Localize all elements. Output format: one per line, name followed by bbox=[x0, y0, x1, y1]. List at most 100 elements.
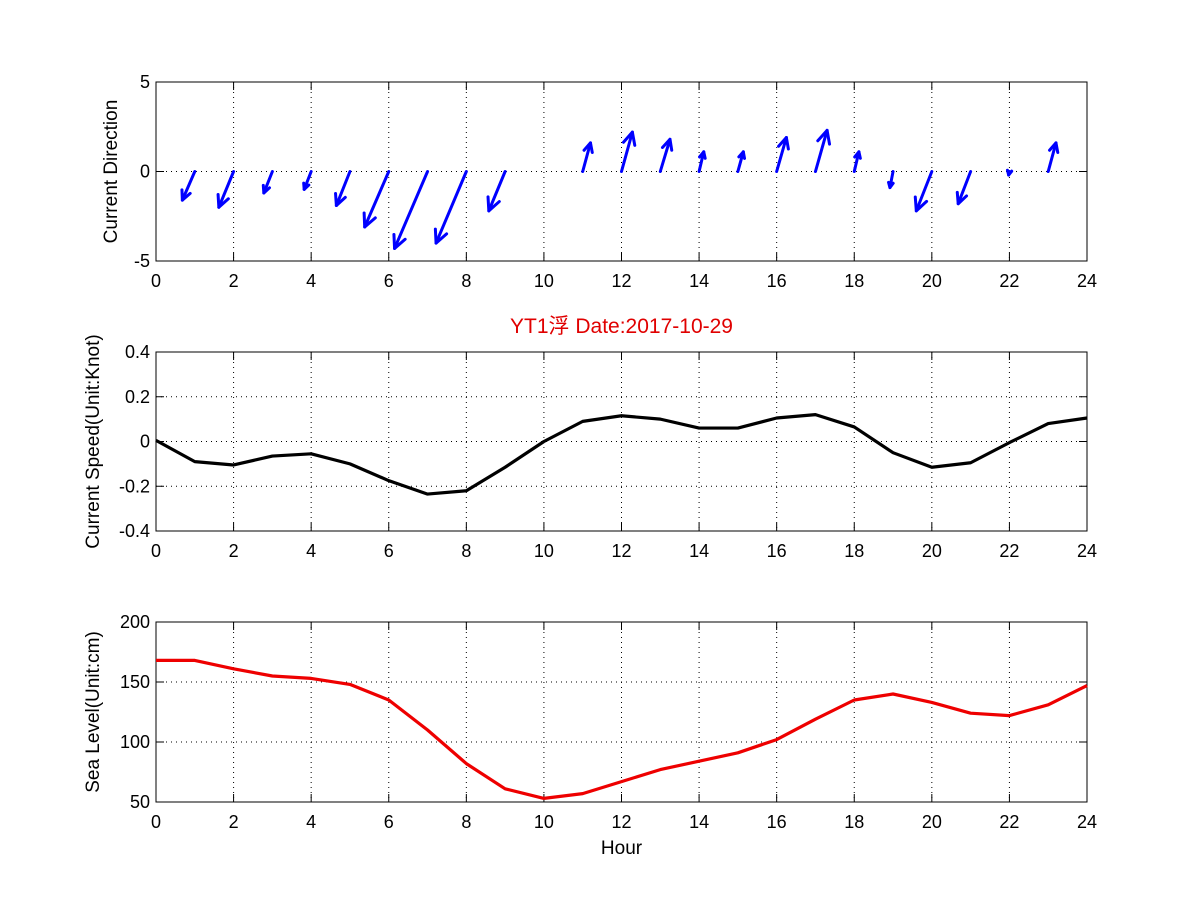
x-tick-label: 12 bbox=[611, 271, 631, 291]
y-axis-label: Sea Level(Unit:cm) bbox=[83, 631, 104, 793]
arrow-head bbox=[913, 195, 929, 213]
x-tick-label: 6 bbox=[384, 271, 394, 291]
x-tick-label: 10 bbox=[534, 541, 554, 561]
x-tick-label: 8 bbox=[461, 541, 471, 561]
arrow-shaft bbox=[813, 128, 829, 173]
x-tick-label: 10 bbox=[534, 812, 554, 832]
x-tick-label: 4 bbox=[306, 271, 316, 291]
arrow-shaft bbox=[393, 170, 430, 250]
arrow-shaft bbox=[262, 170, 274, 195]
y-tick-label: 150 bbox=[120, 672, 150, 692]
x-tick-label: 18 bbox=[844, 541, 864, 561]
y-tick-label: 200 bbox=[120, 612, 150, 632]
y-tick-label: 0 bbox=[140, 162, 150, 182]
x-tick-label: 0 bbox=[151, 271, 161, 291]
direction-arrow bbox=[697, 150, 707, 173]
current-speed-line bbox=[155, 413, 1088, 496]
x-tick-label: 8 bbox=[461, 271, 471, 291]
x-tick-label: 22 bbox=[999, 541, 1019, 561]
y-tick-label: 0.4 bbox=[125, 342, 150, 362]
x-tick-label: 6 bbox=[384, 812, 394, 832]
x-tick-label: 8 bbox=[461, 812, 471, 832]
direction-arrow bbox=[1005, 168, 1014, 177]
direction-arrow bbox=[852, 150, 862, 173]
current-speed-panel: 0 2 4 6 8 10 12 14 16 18 20 22 24-0.4-0.200.20.4Curr… bbox=[83, 315, 1097, 561]
direction-arrow bbox=[362, 170, 391, 229]
x-tick-label: 24 bbox=[1077, 541, 1097, 561]
x-tick-label: 18 bbox=[844, 812, 864, 832]
x-tick-label: 0 bbox=[151, 812, 161, 832]
arrow-head bbox=[392, 232, 407, 250]
x-tick-label: 10 bbox=[534, 271, 554, 291]
arrow-head bbox=[180, 188, 192, 202]
direction-arrow bbox=[736, 150, 747, 173]
x-tick-label: 12 bbox=[611, 541, 631, 561]
direction-arrow bbox=[887, 170, 895, 190]
y-tick-label: 100 bbox=[120, 732, 150, 752]
chart-title: YT1浮 Date:2017-10-29 bbox=[510, 315, 733, 338]
arrow-head bbox=[737, 150, 747, 160]
x-tick-label: 16 bbox=[767, 541, 787, 561]
x-tick-label: 14 bbox=[689, 541, 709, 561]
arrow-shaft bbox=[914, 170, 934, 213]
arrow-head bbox=[433, 227, 449, 245]
y-axis-label: Current Speed(Unit:Knot) bbox=[83, 334, 104, 548]
x-tick-label: 4 bbox=[306, 541, 316, 561]
arrow-head bbox=[1048, 141, 1060, 154]
x-tick-label: 12 bbox=[611, 812, 631, 832]
x-tick-label: 2 bbox=[229, 812, 239, 832]
arrow-shaft bbox=[434, 170, 468, 245]
x-tick-label: 14 bbox=[689, 271, 709, 291]
x-tick-label: 20 bbox=[922, 541, 942, 561]
x-tick-label: 18 bbox=[844, 271, 864, 291]
arrow-head bbox=[216, 193, 230, 209]
x-tick-label: 16 bbox=[767, 812, 787, 832]
y-tick-label: 5 bbox=[140, 72, 150, 92]
arrow-head bbox=[660, 137, 674, 152]
arrow-head bbox=[582, 141, 594, 154]
arrow-shaft bbox=[581, 141, 592, 173]
x-tick-label: 24 bbox=[1077, 271, 1097, 291]
y-tick-label: -0.4 bbox=[119, 521, 150, 541]
direction-arrow bbox=[913, 170, 934, 213]
arrow-shaft bbox=[217, 170, 236, 209]
direction-arrow bbox=[180, 170, 197, 202]
x-tick-label: 4 bbox=[306, 812, 316, 832]
arrow-head bbox=[955, 190, 969, 206]
x-tick-label: 2 bbox=[229, 271, 239, 291]
sea-level-line bbox=[156, 658, 1088, 801]
y-axis-label: Current Direction bbox=[101, 100, 122, 244]
direction-arrow bbox=[216, 170, 236, 209]
arrow-shaft bbox=[620, 130, 634, 173]
arrow-shaft bbox=[956, 170, 973, 206]
arrow-shaft bbox=[487, 170, 507, 213]
x-tick-label: 2 bbox=[229, 541, 239, 561]
x-tick-label: 22 bbox=[999, 271, 1019, 291]
direction-arrow bbox=[392, 170, 430, 250]
arrow-head bbox=[486, 195, 501, 213]
direction-arrow bbox=[261, 170, 274, 195]
x-tick-label: 24 bbox=[1077, 812, 1097, 832]
arrow-shaft bbox=[1046, 141, 1058, 173]
direction-arrow bbox=[775, 135, 790, 173]
arrow-head bbox=[334, 191, 347, 208]
arrow-shaft bbox=[334, 170, 352, 208]
x-tick-label: 20 bbox=[922, 271, 942, 291]
y-tick-label: -0.2 bbox=[119, 476, 150, 496]
arrow-shaft bbox=[775, 135, 788, 173]
x-axis-label: Hour bbox=[601, 838, 643, 859]
x-tick-label: 16 bbox=[767, 271, 787, 291]
arrow-head bbox=[698, 150, 707, 160]
direction-arrow bbox=[334, 170, 352, 208]
y-tick-label: -5 bbox=[134, 251, 150, 271]
arrow-shaft bbox=[180, 170, 197, 202]
arrow-head bbox=[816, 128, 832, 146]
direction-arrow bbox=[302, 170, 313, 191]
y-tick-label: 50 bbox=[130, 792, 150, 812]
direction-arrow bbox=[955, 170, 973, 206]
arrow-head bbox=[261, 183, 271, 195]
x-tick-label: 22 bbox=[999, 812, 1019, 832]
arrow-head bbox=[777, 135, 790, 151]
